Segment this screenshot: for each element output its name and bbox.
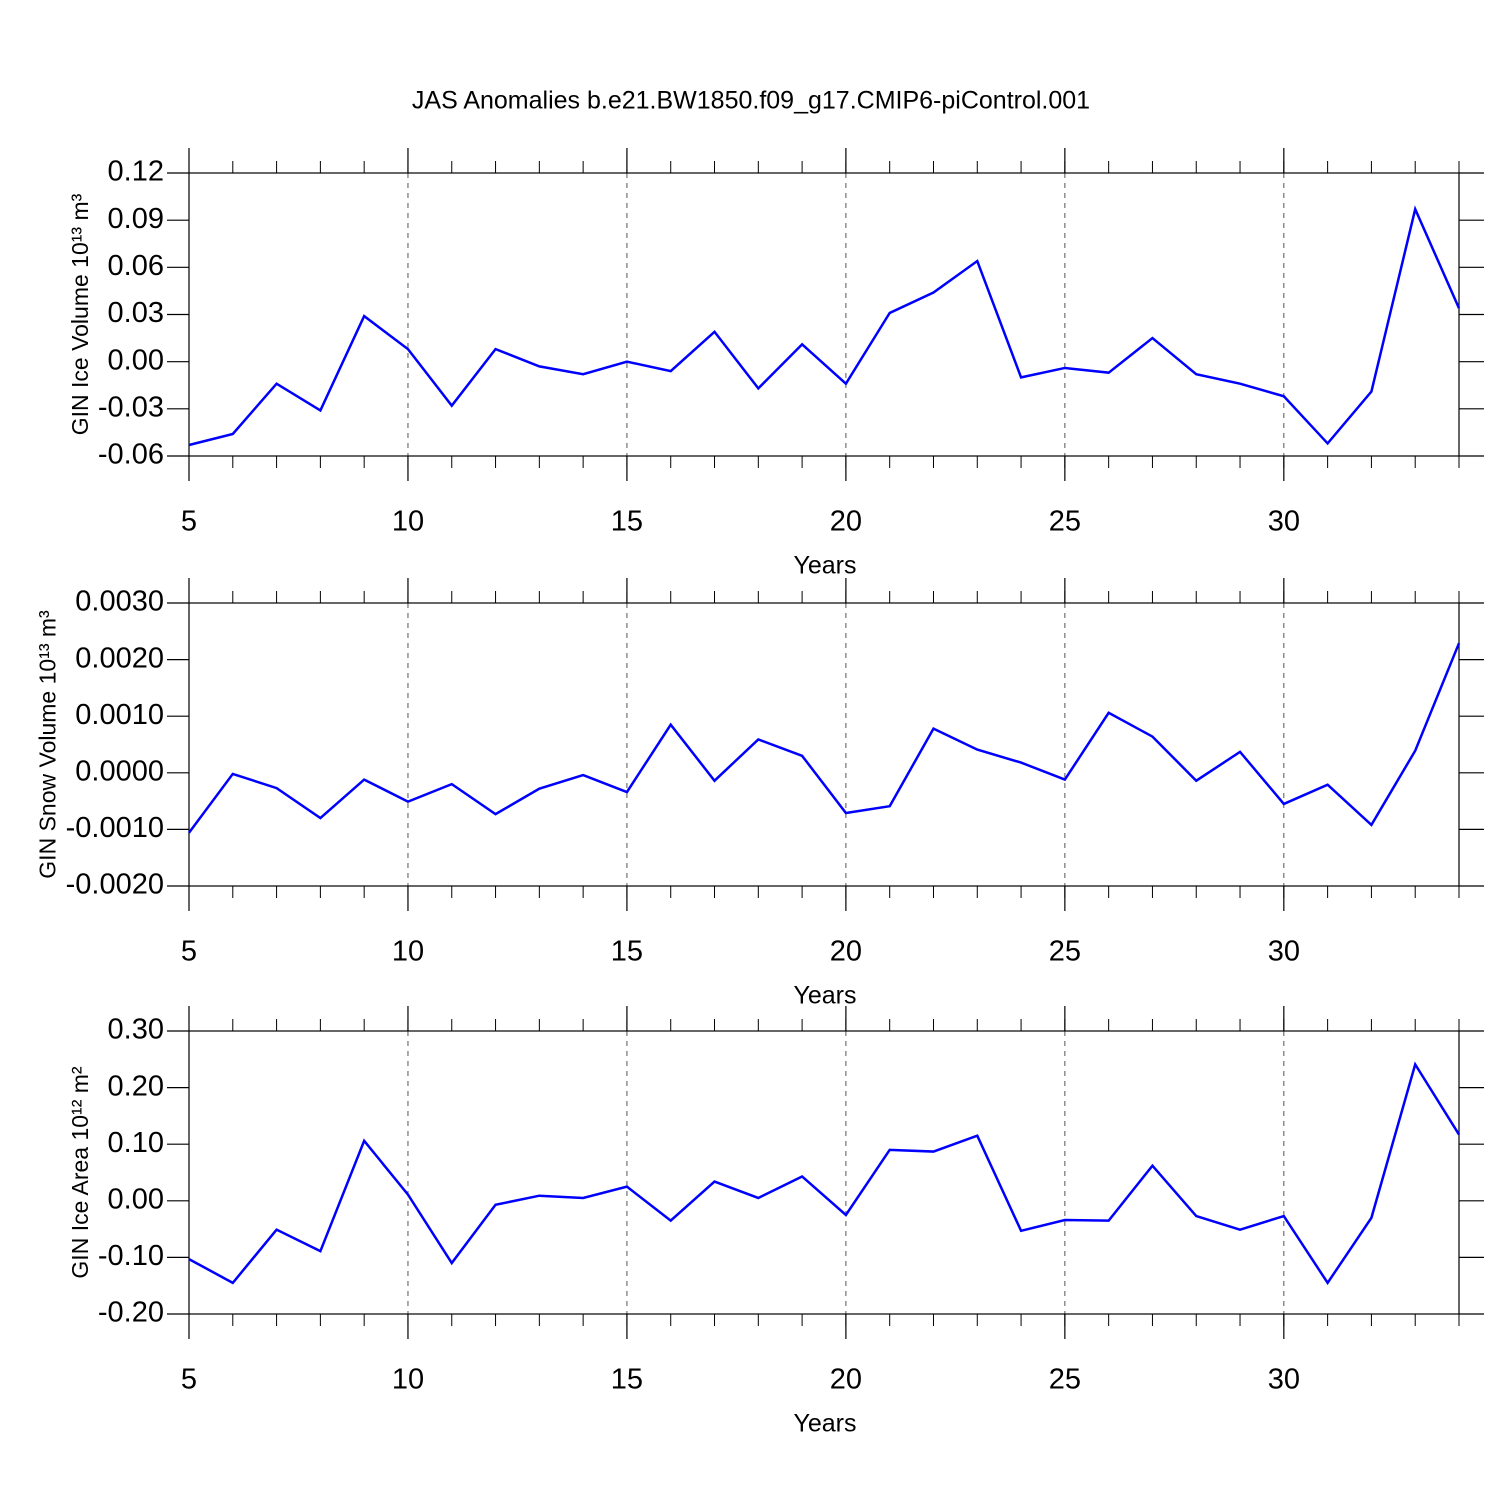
y-tick-label: -0.10 xyxy=(98,1240,164,1272)
x-tick-label: 5 xyxy=(181,1364,197,1396)
x-tick-label: 15 xyxy=(611,506,643,538)
x-tick-label: 10 xyxy=(392,1364,424,1396)
y-tick-label: 0.12 xyxy=(108,156,164,188)
y-axis-label: GIN Snow Volume 10¹³ m³ xyxy=(35,610,61,879)
x-tick-label: 15 xyxy=(611,936,643,968)
plot-frame xyxy=(188,1030,1460,1315)
y-axis-label: GIN Ice Volume 10¹³ m³ xyxy=(67,193,93,435)
y-tick-label: -0.03 xyxy=(98,391,164,423)
y-tick-label: 0.00 xyxy=(108,1183,164,1215)
x-tick-label: 20 xyxy=(830,1364,862,1396)
y-tick-label: 0.03 xyxy=(108,297,164,329)
y-tick-label: 0.06 xyxy=(108,250,164,282)
y-tick-label: 0.0010 xyxy=(75,699,164,731)
y-tick-label: 0.09 xyxy=(108,203,164,235)
y-tick-label: 0.0020 xyxy=(75,642,164,674)
y-axis-label: GIN Ice Area 10¹² m² xyxy=(67,1066,93,1279)
x-axis-label: Years xyxy=(793,982,856,1010)
x-axis-label: Years xyxy=(793,552,856,580)
x-tick-label: 5 xyxy=(181,506,197,538)
y-tick-label: 0.20 xyxy=(108,1070,164,1102)
x-tick-label: 25 xyxy=(1049,506,1081,538)
x-tick-label: 20 xyxy=(830,936,862,968)
y-tick-label: -0.0010 xyxy=(66,812,164,844)
y-tick-label: 0.00 xyxy=(108,344,164,376)
y-tick-label: -0.06 xyxy=(98,439,164,471)
y-tick-label: -0.20 xyxy=(98,1297,164,1329)
plot-frame xyxy=(188,172,1460,457)
y-tick-label: 0.30 xyxy=(108,1014,164,1046)
y-tick-label: 0.0030 xyxy=(75,586,164,618)
data-line xyxy=(187,642,1461,834)
data-line xyxy=(188,1061,1461,1286)
x-tick-label: 30 xyxy=(1268,1364,1300,1396)
x-tick-label: 30 xyxy=(1268,506,1300,538)
x-tick-label: 10 xyxy=(392,936,424,968)
chart-title: JAS Anomalies b.e21.BW1850.f09_g17.CMIP6… xyxy=(412,87,1090,115)
y-tick-label: 0.10 xyxy=(108,1127,164,1159)
x-tick-label: 25 xyxy=(1049,1364,1081,1396)
x-tick-label: 15 xyxy=(611,1364,643,1396)
y-tick-label: -0.0020 xyxy=(66,869,164,901)
x-axis-label: Years xyxy=(793,1410,856,1438)
x-tick-label: 5 xyxy=(181,936,197,968)
x-tick-label: 20 xyxy=(830,506,862,538)
x-tick-label: 25 xyxy=(1049,936,1081,968)
x-tick-label: 30 xyxy=(1268,936,1300,968)
x-tick-label: 10 xyxy=(392,506,424,538)
data-line xyxy=(188,205,1461,447)
plot-frame xyxy=(188,602,1460,887)
y-tick-label: 0.0000 xyxy=(75,755,164,787)
